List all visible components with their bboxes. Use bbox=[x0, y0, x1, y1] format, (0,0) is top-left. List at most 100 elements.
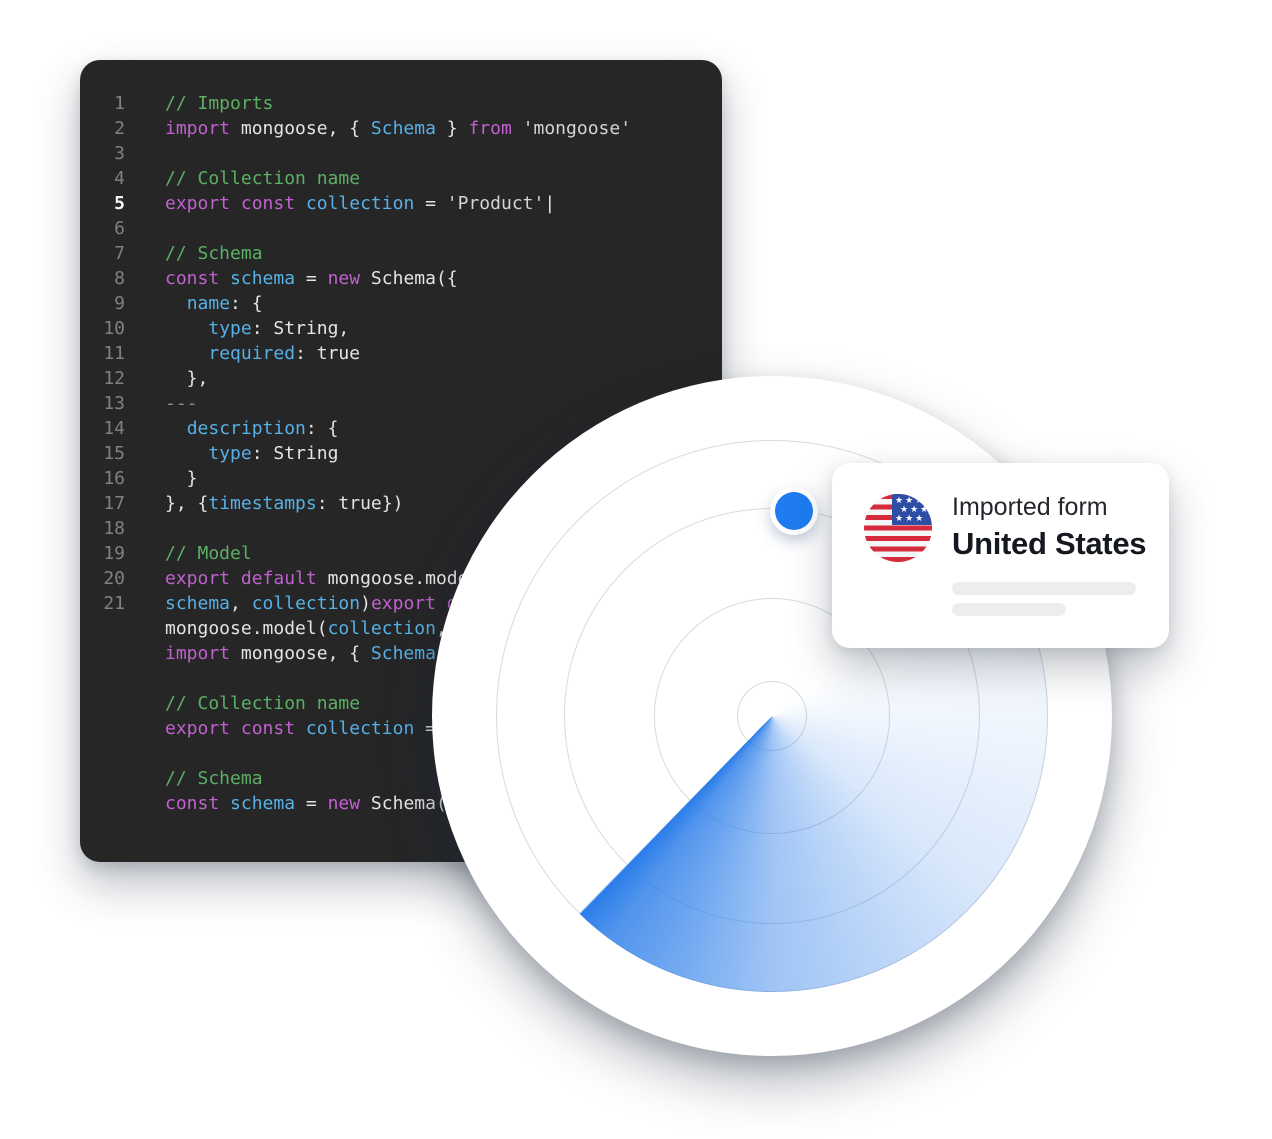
skeleton-bar bbox=[952, 603, 1066, 616]
code-text: name: { bbox=[165, 291, 263, 316]
code-token: // Collection name bbox=[165, 693, 361, 714]
code-token: collection bbox=[327, 618, 436, 639]
line-number: 15 bbox=[103, 443, 125, 464]
code-token: = bbox=[295, 268, 328, 289]
line-number: 20 bbox=[103, 568, 125, 589]
code-token: from bbox=[468, 118, 512, 139]
code-token: export bbox=[165, 193, 231, 214]
code-token bbox=[295, 193, 306, 214]
line-number: 19 bbox=[103, 543, 125, 564]
code-token: mongoose, { bbox=[230, 118, 371, 139]
line-number: 14 bbox=[103, 418, 125, 439]
code-text: const schema = new Schema({ bbox=[165, 266, 458, 291]
code-line: 6 bbox=[80, 216, 722, 241]
country-card: ★★★ ★★★ ★★★ Imported form United States bbox=[832, 463, 1169, 648]
code-token: = bbox=[295, 793, 328, 814]
code-text: import mongoose, { Schema } bbox=[165, 641, 468, 666]
radar-dot-halo bbox=[770, 487, 818, 535]
code-token bbox=[165, 343, 208, 364]
code-text: description: { bbox=[165, 416, 339, 441]
code-line: 10 type: String, bbox=[80, 316, 722, 341]
line-number bbox=[80, 716, 125, 741]
code-token: --- bbox=[165, 393, 198, 414]
code-token: const bbox=[165, 268, 220, 289]
code-token: : String bbox=[251, 443, 339, 464]
line-number bbox=[80, 666, 125, 691]
code-token: : { bbox=[305, 418, 339, 439]
code-token: // Model bbox=[165, 543, 252, 564]
code-text: type: String, bbox=[165, 316, 349, 341]
line-number bbox=[80, 791, 125, 816]
code-token: default bbox=[240, 568, 317, 589]
line-number bbox=[80, 741, 125, 766]
code-token: new bbox=[327, 793, 361, 814]
code-token: } bbox=[165, 468, 198, 489]
line-number: 13 bbox=[103, 393, 125, 414]
code-line: 1 // Imports bbox=[80, 91, 722, 116]
code-line: 17}, {timestamps: true}) bbox=[80, 491, 722, 516]
code-line: 18 bbox=[80, 516, 722, 541]
code-line: export const collection = bbox=[80, 716, 722, 741]
line-number: 5 bbox=[114, 193, 125, 214]
line-number: 11 bbox=[103, 343, 125, 364]
line-number: 3 bbox=[114, 143, 125, 164]
code-token bbox=[219, 268, 230, 289]
code-line: 8 const schema = new Schema({ bbox=[80, 266, 722, 291]
code-token: new bbox=[327, 268, 361, 289]
code-token bbox=[295, 718, 306, 739]
skeleton-bar bbox=[952, 582, 1136, 595]
code-line: 5 export const collection = 'Product'| bbox=[80, 191, 722, 216]
line-number: 9 bbox=[114, 293, 125, 314]
code-line: 12 }, bbox=[80, 366, 722, 391]
code-token: } bbox=[435, 118, 469, 139]
line-number bbox=[80, 641, 125, 666]
flag-stars: ★★★ bbox=[895, 495, 926, 505]
code-line: 7 // Schema bbox=[80, 241, 722, 266]
code-token bbox=[230, 193, 241, 214]
line-number: 18 bbox=[103, 518, 125, 539]
code-token: // Schema bbox=[165, 243, 263, 264]
code-token: Schema({ bbox=[360, 268, 458, 289]
code-token: import bbox=[165, 118, 231, 139]
code-text: // Model bbox=[165, 541, 252, 566]
code-text: // Imports bbox=[165, 91, 273, 116]
code-text: import mongoose, { Schema } from 'mongoo… bbox=[165, 116, 631, 141]
code-token: schema bbox=[230, 793, 296, 814]
code-line: 11 required: true bbox=[80, 341, 722, 366]
code-token: = bbox=[414, 718, 447, 739]
code-line: mongoose.model(collection, bbox=[80, 616, 722, 641]
line-number: 6 bbox=[114, 218, 125, 239]
code-line: 19 // Model bbox=[80, 541, 722, 566]
code-token: description bbox=[186, 418, 306, 439]
line-number bbox=[80, 766, 125, 791]
code-token: const bbox=[165, 793, 220, 814]
us-flag-icon: ★★★ ★★★ ★★★ bbox=[864, 494, 932, 562]
line-number: 16 bbox=[103, 468, 125, 489]
code-token: const bbox=[240, 193, 296, 214]
code-token bbox=[230, 568, 241, 589]
code-token: schema bbox=[230, 268, 296, 289]
flag-stars: ★★★ bbox=[900, 504, 931, 514]
line-number bbox=[80, 616, 125, 641]
code-text: export const collection = bbox=[165, 716, 447, 741]
code-text: } bbox=[165, 466, 198, 491]
code-line: 15 type: String bbox=[80, 441, 722, 466]
code-token: : true bbox=[295, 343, 361, 364]
code-text: // Collection name bbox=[165, 166, 360, 191]
code-text: type: String bbox=[165, 441, 338, 466]
code-line: // Collection name bbox=[80, 691, 722, 716]
code-text: export default mongoose.model( bbox=[165, 566, 490, 591]
line-number: 4 bbox=[114, 168, 125, 189]
line-number bbox=[80, 691, 125, 716]
code-token: 'mongoose' bbox=[522, 118, 632, 139]
line-number: 12 bbox=[103, 368, 125, 389]
code-token: // Collection name bbox=[165, 168, 361, 189]
flag-canton: ★★★ ★★★ ★★★ bbox=[892, 494, 932, 525]
code-token: : String, bbox=[251, 318, 350, 339]
code-token: , bbox=[436, 618, 458, 639]
code-token: : { bbox=[230, 293, 263, 314]
code-text: required: true bbox=[165, 341, 360, 366]
code-line: 9 name: { bbox=[80, 291, 722, 316]
line-number: 7 bbox=[114, 243, 125, 264]
